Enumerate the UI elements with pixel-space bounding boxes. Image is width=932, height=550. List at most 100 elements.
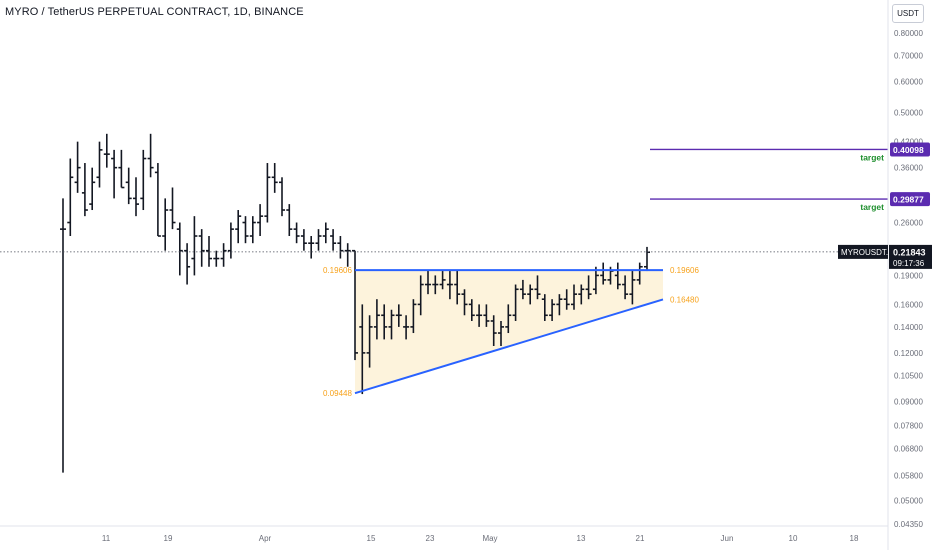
target-text: target [860,202,884,212]
ohlc-bar [541,294,548,321]
ohlc-bar [454,271,461,305]
price-tick-label: 0.12000 [894,349,923,358]
ohlc-bar [257,204,264,237]
level-label-support: 0.16480 [670,295,699,304]
ohlc-bar [147,133,154,178]
ohlc-bar [483,304,490,327]
ohlc-bar [578,284,585,305]
ohlc-bar [154,163,161,237]
target-price-badge: 0.40098 [890,142,930,157]
price-tick-label: 0.05800 [894,471,923,480]
ohlc-bar [133,177,139,217]
level-label-apex: 0.09448 [323,389,352,398]
ohlc-bar [527,284,534,305]
ohlc-bar [308,236,315,259]
ohlc-bar [352,249,358,361]
price-tick-label: 0.80000 [894,29,923,38]
ohlc-bar [176,222,183,276]
level-labels: 0.19606 0.19606 0.16480 0.09448 target target [323,152,884,398]
time-tick-label: 15 [367,534,376,543]
price-tick-label: 0.05000 [894,497,923,506]
drawing-lines [0,148,888,395]
ohlc-bar [373,299,380,340]
price-tick-label: 0.19000 [894,271,923,280]
target-badge-label: 0.40098 [893,145,924,155]
ohlc-bar [644,246,650,272]
ohlc-bar [89,167,96,211]
symbol-tag-bg [838,244,888,259]
ohlc-bar [395,304,402,327]
ohlc-bar [585,275,592,300]
time-tick-label: May [482,534,497,543]
ohlc-bar [96,141,103,188]
ohlc-bar [191,216,198,276]
price-tick-label: 0.16000 [894,300,923,309]
target-badge-bg [890,192,930,207]
ohlc-bar [286,204,293,237]
ohlc-bar [235,210,242,244]
ohlc-bar [322,222,329,244]
ohlc-bar [300,229,307,251]
ohlc-bar [279,177,285,217]
time-tick-label: 23 [426,534,435,543]
target-badge-bg [890,142,930,157]
time-tick-label: 19 [164,534,173,543]
ohlc-bar [381,304,388,340]
ohlc-bar [512,284,519,321]
ohlc-bar [264,163,271,223]
ohlc-bar [446,271,453,300]
ohlc-bar [81,163,88,217]
ohlc-bar [417,275,424,316]
ohlc-bar [220,243,227,267]
price-tick-label: 0.36000 [894,164,923,173]
ohlc-bar [184,243,191,285]
currency-selector[interactable]: USDT [892,4,924,23]
ohlc-bar [592,266,599,295]
time-tick-label: 18 [850,534,859,543]
price-tick-label: 0.10500 [894,371,923,380]
chart-title: MYRO / TetherUS PERPETUAL CONTRACT, 1D, … [5,6,304,18]
ohlc-bar [337,236,344,259]
ohlc-bar [359,304,366,395]
time-tick-label: 13 [577,534,586,543]
ohlc-bar [330,229,337,251]
ohlc-bar [432,275,439,295]
price-tick-label: 0.26000 [894,219,923,228]
time-tick-label: 21 [636,534,645,543]
level-label-resistance-right: 0.19606 [670,266,699,275]
ohlc-bar [622,275,629,300]
target-price-badge: 0.29877 [890,192,930,207]
ohlc-bar [206,236,212,267]
ohlc-bar [293,222,300,244]
ohlc-bar [366,315,373,368]
ohlc-bar [227,222,234,259]
ohlc-bar [162,198,169,251]
ohlc-bar [476,304,483,327]
price-tick-label: 0.06800 [894,445,923,454]
symbol-tag-label: MYROUSDT.P [841,248,893,257]
ohlc-bar [242,216,249,244]
ohlc-bar [505,304,512,334]
target-text: target [860,152,884,162]
time-tick-label: Jun [721,534,734,543]
ohlc-bar [403,315,410,340]
countdown-label: 09:17:36 [893,259,925,268]
ohlc-bar [439,271,446,290]
ohlc-bar [534,275,541,300]
ohlc-bar [67,158,74,237]
ohlc-bar [111,149,118,199]
time-tick-label: 10 [789,534,798,543]
last-price-bg [889,244,932,269]
ohlc-bar [563,289,570,310]
ohlc-bar [125,167,132,205]
ohlc-bar [461,289,468,316]
price-tick-label: 0.07800 [894,422,923,431]
ohlc-bar [636,262,643,285]
symbol-price-tag: MYROUSDT.P 0.21843 09:17:36 [838,244,932,269]
ohlc-bar [629,271,636,305]
ohlc-bar [614,262,621,290]
ohlc-bar [549,299,556,321]
ohlc-bar [271,163,278,193]
ohlc-bar [344,243,351,267]
